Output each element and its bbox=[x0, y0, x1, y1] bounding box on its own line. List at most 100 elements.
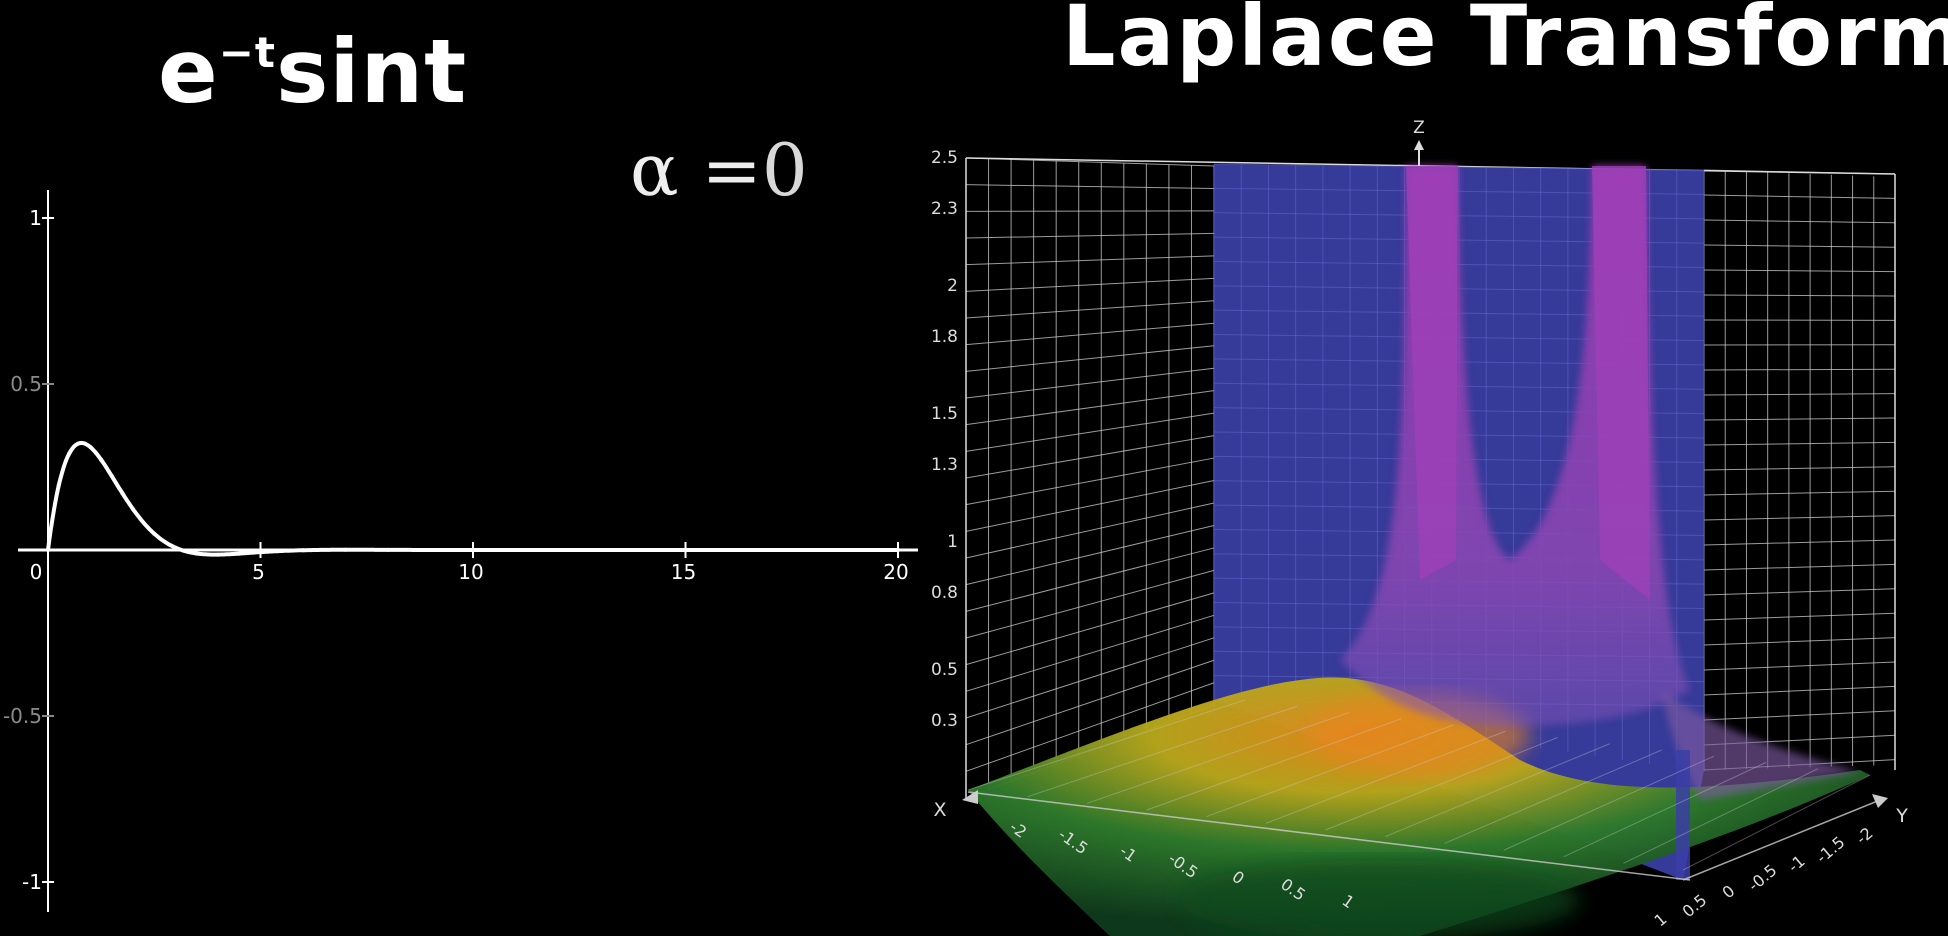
y-tick-label: -1 bbox=[22, 870, 42, 894]
alpha-readout: α =0 bbox=[630, 134, 808, 206]
right-wall-grid bbox=[1703, 169, 1896, 771]
data-point bbox=[237, 551, 242, 556]
data-point bbox=[471, 548, 475, 552]
floor-grid bbox=[967, 699, 1871, 871]
grid-line bbox=[1623, 768, 1819, 864]
x-tick-label: 15 bbox=[671, 560, 696, 584]
z-tick-label: 0.5 bbox=[931, 660, 958, 680]
data-point bbox=[343, 547, 348, 552]
y-axis-arrow-head bbox=[1872, 794, 1888, 808]
data-point bbox=[131, 507, 135, 512]
z-tick-label: 2.5 bbox=[931, 148, 958, 168]
data-point bbox=[556, 548, 560, 552]
data-point bbox=[99, 457, 104, 462]
grid-line bbox=[1703, 219, 1896, 224]
grid-line bbox=[1703, 685, 1896, 696]
title-base: e bbox=[158, 20, 219, 123]
grid-line bbox=[1703, 563, 1896, 571]
z-tick-label: 1.8 bbox=[931, 327, 958, 347]
left-title: e−tsint bbox=[158, 28, 467, 116]
grid-line bbox=[1087, 712, 1350, 804]
grid-line bbox=[1265, 730, 1506, 824]
alpha-symbol: α bbox=[630, 128, 679, 212]
grid-line bbox=[1703, 539, 1896, 546]
data-point bbox=[896, 548, 900, 552]
grid-line bbox=[965, 300, 1215, 319]
data-point bbox=[46, 548, 50, 552]
grid-line bbox=[965, 659, 1215, 746]
grid-line bbox=[965, 480, 1215, 532]
z-tick-label: 1.3 bbox=[931, 455, 958, 475]
grid-line bbox=[965, 547, 1215, 612]
y-tick-label: 0.5 bbox=[1679, 890, 1711, 921]
x-axis-arrow-head bbox=[962, 790, 978, 804]
grid-line bbox=[1504, 755, 1714, 851]
grid-line bbox=[965, 502, 1215, 559]
grid-line bbox=[965, 412, 1215, 452]
y-tick-label: -1 bbox=[1784, 851, 1808, 876]
data-point bbox=[88, 445, 93, 450]
x-tick-label: 20 bbox=[883, 560, 908, 584]
grid-line bbox=[1703, 194, 1896, 199]
grid-line bbox=[965, 184, 1215, 189]
grid-line bbox=[1703, 490, 1896, 496]
data-line bbox=[46, 441, 900, 557]
y-tick-label: 1 bbox=[29, 206, 42, 230]
z-tick-label: 2.3 bbox=[931, 199, 958, 219]
grid-line bbox=[965, 232, 1215, 239]
grid-line bbox=[965, 367, 1215, 399]
pole-spike-1 bbox=[1406, 166, 1458, 580]
x-axis-label: X bbox=[933, 799, 946, 821]
grid-line bbox=[1682, 774, 1871, 871]
alpha-value: 0 bbox=[761, 128, 808, 212]
data-point bbox=[120, 491, 125, 496]
x-axis-line bbox=[967, 791, 1691, 881]
data-point bbox=[216, 552, 220, 557]
grid-line bbox=[1703, 393, 1896, 396]
grid-line bbox=[1703, 368, 1896, 371]
y-axis-label: Y bbox=[1895, 805, 1908, 827]
grid-line bbox=[965, 524, 1215, 586]
grid-line bbox=[965, 390, 1215, 426]
grid-line bbox=[1703, 294, 1896, 297]
grid-line bbox=[1146, 718, 1402, 811]
data-point bbox=[67, 451, 72, 456]
y-axis-line bbox=[1682, 799, 1881, 881]
grid-line bbox=[1703, 515, 1896, 521]
alpha-equals: = bbox=[701, 128, 762, 212]
data-point bbox=[301, 548, 305, 553]
grid-line bbox=[1444, 749, 1662, 844]
data-point bbox=[258, 549, 263, 554]
title-rest: sint bbox=[275, 20, 468, 123]
grid-line bbox=[965, 637, 1215, 719]
title-exponent: −t bbox=[218, 28, 276, 77]
x-tick-label: 0 bbox=[30, 560, 43, 584]
grid-line bbox=[965, 277, 1215, 292]
y-tick-label: 0 bbox=[1718, 881, 1738, 902]
data-point bbox=[173, 545, 178, 550]
grid-line bbox=[965, 614, 1215, 692]
grid-line bbox=[1703, 710, 1896, 721]
line-chart: 0 5 10 15 20 1 0.5 -0.5 -1 bbox=[3, 190, 918, 912]
grid-line bbox=[965, 457, 1215, 506]
grid-line bbox=[965, 345, 1215, 372]
data-point bbox=[683, 548, 688, 552]
grid-line bbox=[1703, 466, 1896, 471]
z-tick-label: 2 bbox=[947, 276, 958, 296]
z-tick-label: 0.8 bbox=[931, 583, 958, 603]
z-axis-label: Z bbox=[1413, 118, 1425, 138]
surface-floor bbox=[968, 677, 1870, 936]
surface-shadow bbox=[1180, 860, 1580, 936]
right-title: Laplace Transform bbox=[1062, 0, 1948, 85]
z-tick-label: 0.3 bbox=[931, 711, 958, 731]
grid-line bbox=[965, 255, 1215, 266]
grid-line bbox=[1703, 637, 1896, 646]
y-tick-label: 0.5 bbox=[10, 372, 42, 396]
grid-line bbox=[1703, 441, 1896, 446]
grid-line bbox=[1703, 661, 1896, 671]
grid-line bbox=[1703, 417, 1896, 421]
data-point bbox=[152, 531, 157, 536]
z-tick-label: 1 bbox=[947, 532, 958, 552]
surface-chart: 2.5 2.3 2 1.8 1.5 1.3 1 0.8 0.5 0.3 Z X Y -2 -1.5 -1 -0.… bbox=[931, 118, 1908, 936]
